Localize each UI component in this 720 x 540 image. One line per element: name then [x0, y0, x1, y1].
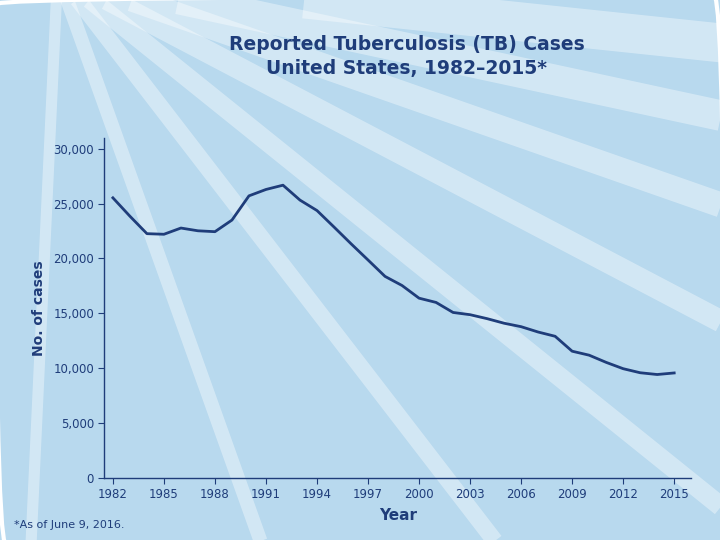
X-axis label: Year: Year: [379, 508, 417, 523]
Text: Reported Tuberculosis (TB) Cases
United States, 1982–2015*: Reported Tuberculosis (TB) Cases United …: [229, 35, 585, 78]
Y-axis label: No. of cases: No. of cases: [32, 260, 46, 356]
Text: *As of June 9, 2016.: *As of June 9, 2016.: [14, 520, 125, 530]
